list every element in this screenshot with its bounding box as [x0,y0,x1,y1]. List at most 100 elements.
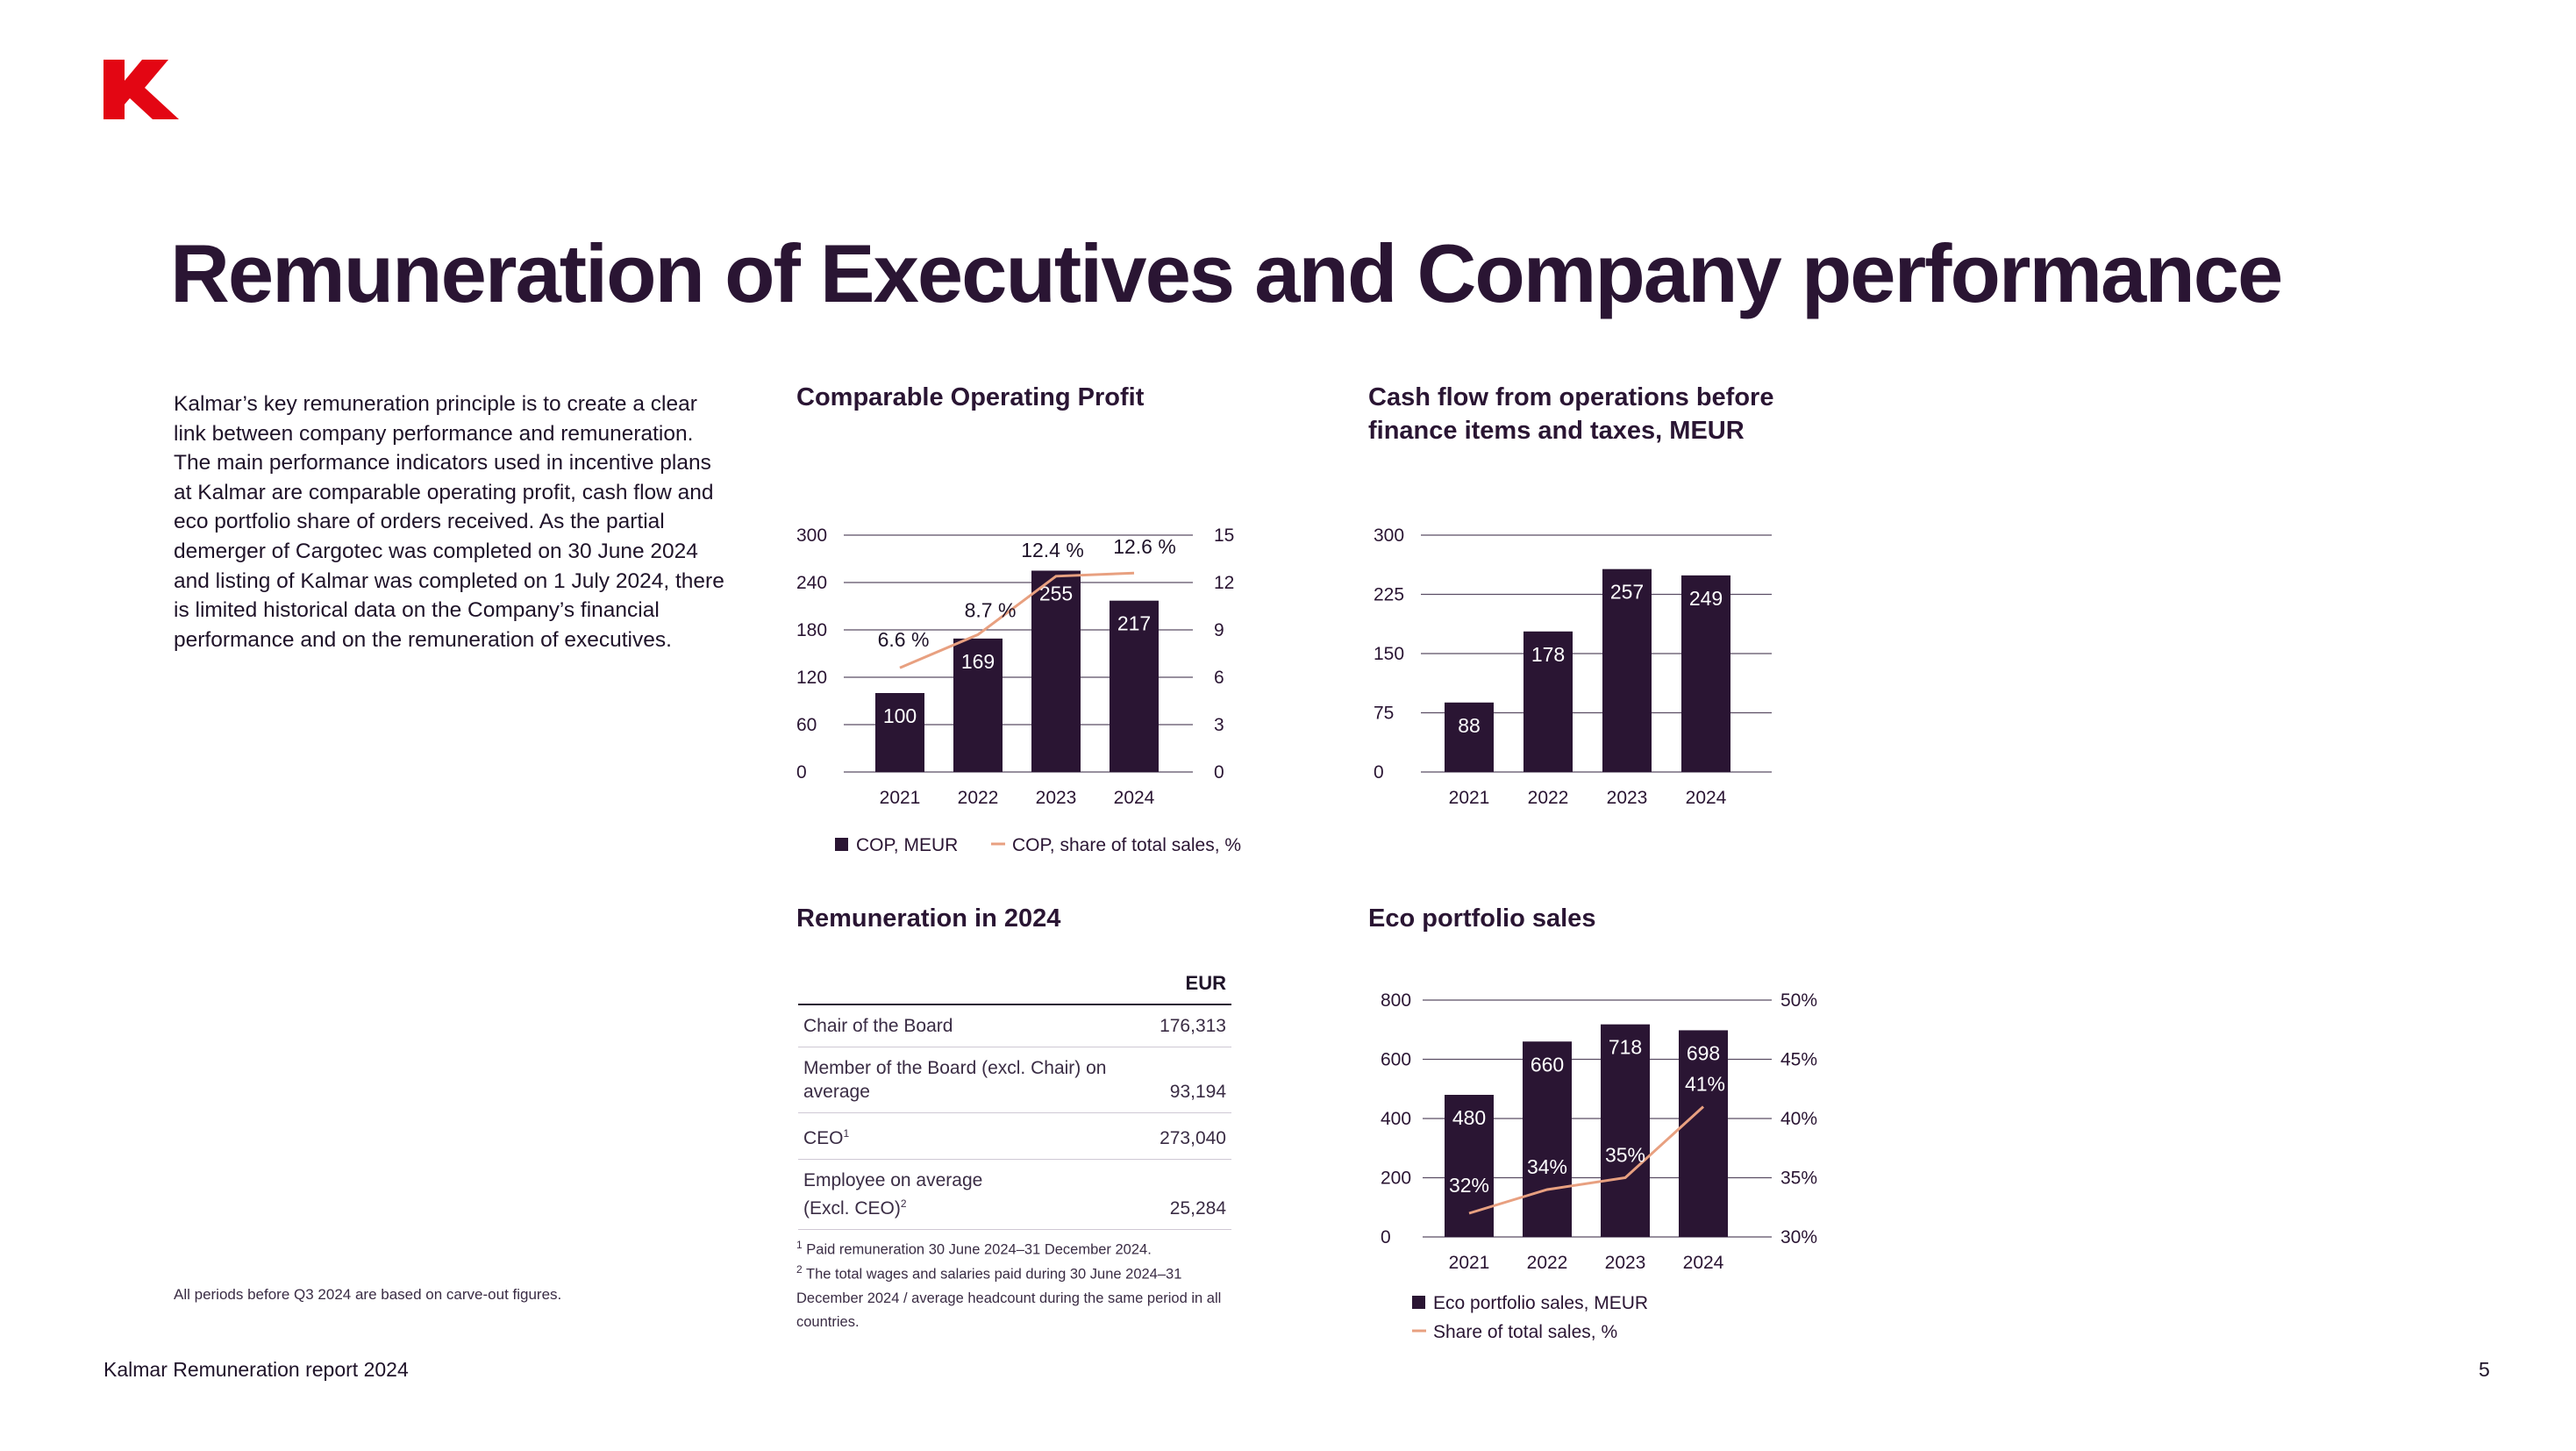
bar [1445,702,1494,772]
footnote-mark: 1 [843,1127,850,1140]
y2-tick-label: 0 [1214,762,1224,783]
bar [875,693,924,772]
share-value-label: 6.6 % [878,628,930,651]
row-label: Member of the Board (excl. Chair) on ave… [803,1058,1107,1102]
cashflow-title-line-2: finance items and taxes, MEUR [1368,417,1745,445]
y2-tick-label: 50% [1780,990,1817,1011]
legend-label: COP, MEUR [856,835,958,855]
cashflow-chart-title: Cash flow from operations before finance… [1368,381,1859,447]
y2-tick-label: 9 [1214,620,1224,640]
legend-label: Share of total sales, % [1433,1322,1617,1342]
row-label: Employee on average (Excl. CEO) [803,1170,983,1219]
table-row: Chair of the Board 176,313 [798,1005,1231,1047]
bar [1601,1024,1650,1237]
y-tick-label: 0 [796,762,807,783]
y-tick-label: 200 [1381,1169,1411,1189]
remuneration-title: Remuneration in 2024 [796,904,1061,933]
y2-tick-label: 15 [1214,525,1234,546]
y-tick-label: 300 [1374,525,1404,546]
y-tick-label: 225 [1374,585,1404,605]
share-value-label: 12.4 % [1021,539,1084,561]
y-tick-label: 600 [1381,1050,1411,1070]
footnote-mark: 2 [900,1197,907,1210]
y2-tick-label: 45% [1780,1050,1817,1070]
share-line [899,571,1135,669]
cashflow-chart: 0 75 150 225 300 88 2021 178 2022 257 2023 249 2024 [1374,525,1772,808]
share-value-label: 8.7 % [965,598,1017,621]
legend-swatch-bar [1412,1296,1425,1309]
cop-chart: 0601201802403000369121510020211692022255… [796,525,1241,855]
currency-header: EUR [798,972,1231,1005]
bar [1110,600,1159,772]
bar-value-label: 217 [1117,612,1151,635]
y-tick-label: 240 [796,573,827,593]
bar-value-label: 660 [1531,1053,1564,1076]
table-row: Member of the Board (excl. Chair) on ave… [798,1047,1231,1113]
kalmar-logo-mark [103,60,179,119]
cashflow-title-line-1: Cash flow from operations before [1368,383,1774,411]
page-number: 5 [2479,1358,2490,1381]
footnote-mark: 1 [796,1239,803,1251]
page-title: Remuneration of Executives and Company p… [170,227,2283,319]
y2-tick-label: 30% [1780,1227,1817,1247]
bar [1523,631,1573,772]
bar [1679,1030,1728,1237]
y-tick-label: 0 [1381,1227,1391,1247]
eco-chart: 0 200 400 600 800 30% 35% 40% 45% 50% 480 2021 660 20… [1381,990,1817,1342]
bar-value-label: 169 [961,650,995,673]
y2-tick-label: 40% [1780,1109,1817,1129]
bar-value-label: 88 [1458,714,1481,737]
legend-label: COP, share of total sales, % [1012,835,1241,855]
x-tick-label: 2024 [1686,788,1727,808]
x-tick-label: 2024 [1114,788,1155,808]
bar-value-label: 257 [1610,581,1644,604]
share-value-label: 12.6 % [1113,535,1176,558]
bar-value-label: 100 [883,704,917,727]
legend-swatch-bar [835,838,848,851]
carve-out-note: All periods before Q3 2024 are based on … [174,1286,562,1303]
y-tick-label: 120 [796,668,827,688]
y-tick-label: 300 [796,525,827,546]
y2-tick-label: 6 [1214,668,1224,688]
x-tick-label: 2023 [1036,788,1077,808]
table-row: Employee on average (Excl. CEO)2 25,284 [798,1160,1231,1230]
footnote-1: 1 Paid remuneration 30 June 2024–31 Dece… [796,1233,1235,1262]
y-tick-label: 75 [1374,704,1394,724]
footnote-text: The total wages and salaries paid during… [796,1266,1222,1330]
y-tick-label: 0 [1374,762,1384,783]
x-tick-label: 2022 [1527,1253,1568,1273]
row-value: 273,040 [1160,1128,1226,1148]
footnote-text: Paid remuneration 30 June 2024–31 Decemb… [806,1241,1152,1258]
row-value: 176,313 [1160,1016,1226,1036]
share-value-label: 35% [1605,1144,1645,1167]
x-tick-label: 2023 [1607,788,1648,808]
y2-tick-label: 12 [1214,573,1234,593]
eco-chart-title: Eco portfolio sales [1368,904,1596,933]
x-tick-label: 2022 [1528,788,1569,808]
legend-label: Eco portfolio sales, MEUR [1433,1293,1648,1313]
bar-value-label: 178 [1531,643,1565,666]
y2-tick-label: 3 [1214,715,1224,735]
row-label-group: Employee on average (Excl. CEO)2 [803,1169,1031,1220]
bar [953,638,1003,772]
intro-paragraph: Kalmar’s key remuneration principle is t… [174,392,724,652]
remuneration-table: EUR Chair of the Board 176,313 Member of… [798,972,1231,1230]
row-label-group: CEO1 [803,1122,1137,1150]
x-tick-label: 2022 [958,788,999,808]
bar-value-label: 698 [1687,1041,1720,1064]
row-label: Chair of the Board [803,1016,953,1036]
x-tick-label: 2021 [1449,1253,1490,1273]
y-tick-label: 400 [1381,1109,1411,1129]
y-tick-label: 180 [796,620,827,640]
row-label: CEO [803,1128,844,1148]
y-tick-label: 150 [1374,644,1404,664]
x-tick-label: 2023 [1605,1253,1646,1273]
bar-value-label: 480 [1452,1106,1486,1129]
row-value: 93,194 [1169,1082,1226,1102]
bar [1602,568,1652,772]
y-tick-label: 800 [1381,990,1411,1011]
x-tick-label: 2024 [1683,1253,1724,1273]
bar-value-label: 249 [1689,587,1723,610]
footnote-2: 2 The total wages and salaries paid duri… [796,1258,1235,1334]
share-value-label: 34% [1527,1155,1567,1178]
